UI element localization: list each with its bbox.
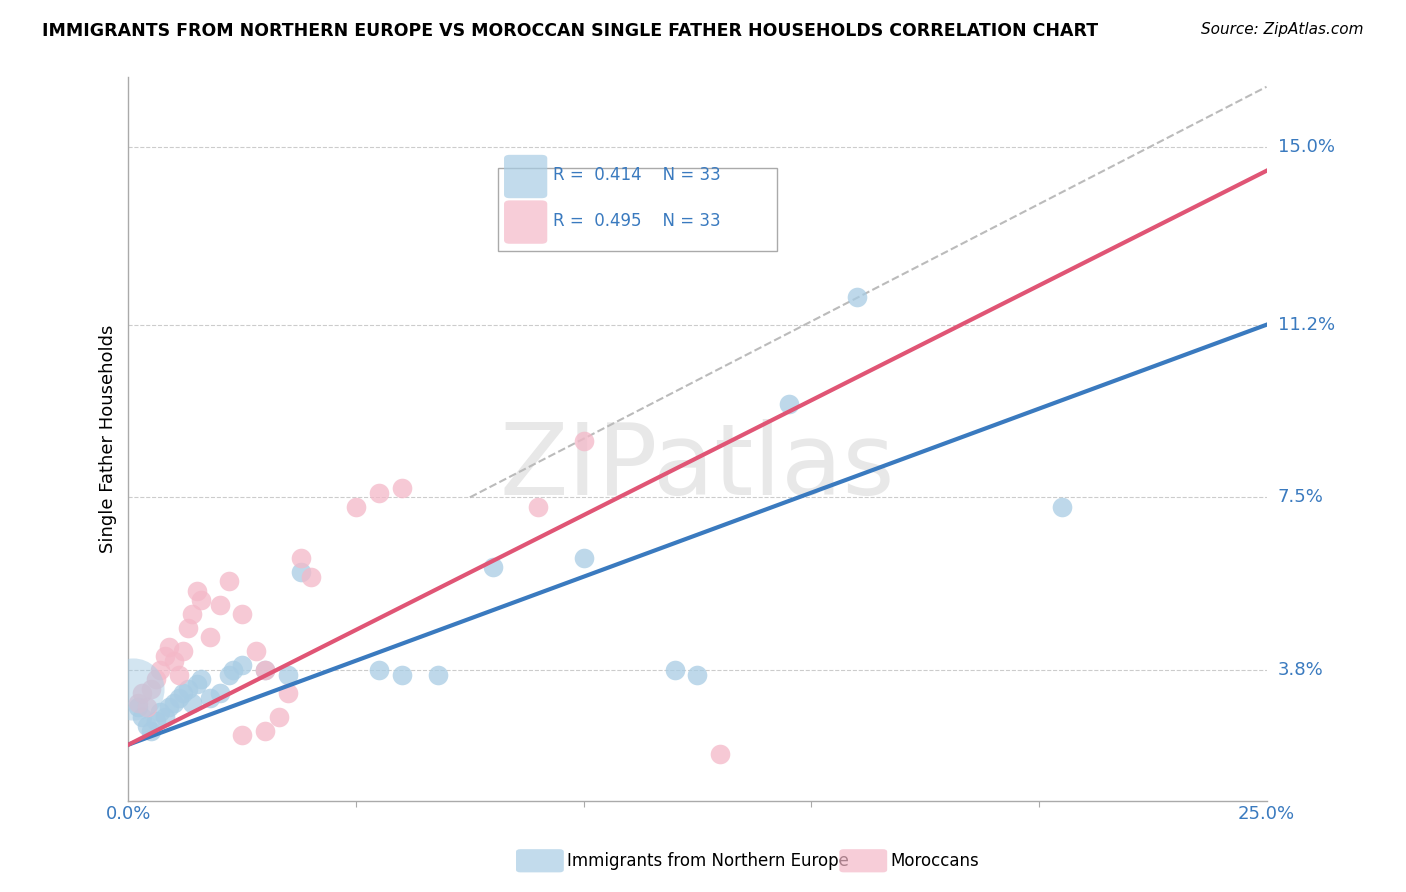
Text: R =  0.495    N = 33: R = 0.495 N = 33 — [553, 211, 721, 229]
Point — [172, 644, 194, 658]
Text: 7.5%: 7.5% — [1278, 488, 1323, 507]
Y-axis label: Single Father Households: Single Father Households — [100, 325, 117, 553]
Point — [709, 747, 731, 761]
Point — [167, 690, 190, 705]
Point — [122, 681, 145, 696]
Point — [145, 714, 167, 729]
FancyBboxPatch shape — [503, 201, 547, 244]
Point — [181, 696, 204, 710]
Point — [149, 663, 172, 677]
Point — [572, 434, 595, 449]
Point — [131, 686, 153, 700]
Point — [254, 663, 277, 677]
Point — [218, 667, 240, 681]
Point — [200, 690, 222, 705]
Point — [181, 607, 204, 621]
Point — [190, 673, 212, 687]
Point — [481, 560, 503, 574]
Text: 11.2%: 11.2% — [1278, 316, 1334, 334]
Text: Moroccans: Moroccans — [890, 852, 979, 870]
Point — [176, 681, 198, 696]
Point — [367, 663, 389, 677]
Text: Immigrants from Northern Europe: Immigrants from Northern Europe — [567, 852, 848, 870]
Point — [172, 686, 194, 700]
Point — [267, 709, 290, 723]
Point — [391, 667, 413, 681]
Point — [290, 551, 312, 566]
Point — [254, 663, 277, 677]
Point — [159, 640, 181, 654]
Point — [299, 569, 322, 583]
Point — [176, 621, 198, 635]
Point — [159, 700, 181, 714]
Point — [845, 290, 868, 304]
Bar — [498, 168, 778, 251]
Point — [135, 700, 157, 714]
Point — [141, 681, 163, 696]
FancyBboxPatch shape — [503, 155, 547, 198]
Point — [135, 719, 157, 733]
Text: R =  0.414    N = 33: R = 0.414 N = 33 — [553, 166, 721, 184]
Point — [153, 648, 176, 663]
Text: 3.8%: 3.8% — [1278, 661, 1323, 679]
Point — [778, 397, 800, 411]
Point — [167, 667, 190, 681]
Text: IMMIGRANTS FROM NORTHERN EUROPE VS MOROCCAN SINGLE FATHER HOUSEHOLDS CORRELATION: IMMIGRANTS FROM NORTHERN EUROPE VS MOROC… — [42, 22, 1098, 40]
Point — [127, 700, 149, 714]
Point — [1050, 500, 1073, 514]
Point — [131, 709, 153, 723]
Point — [186, 583, 208, 598]
Point — [231, 728, 253, 742]
Point — [254, 723, 277, 738]
Point — [163, 654, 186, 668]
Point — [427, 667, 450, 681]
Point — [208, 598, 231, 612]
Point — [163, 696, 186, 710]
Point — [391, 481, 413, 495]
Point — [208, 686, 231, 700]
Point — [277, 686, 299, 700]
Point — [127, 696, 149, 710]
Point — [186, 677, 208, 691]
Point — [231, 658, 253, 673]
Point — [149, 705, 172, 719]
Text: Source: ZipAtlas.com: Source: ZipAtlas.com — [1201, 22, 1364, 37]
Point — [290, 565, 312, 579]
Text: 15.0%: 15.0% — [1278, 138, 1334, 156]
Point — [141, 723, 163, 738]
Point — [153, 709, 176, 723]
Point — [664, 663, 686, 677]
Point — [222, 663, 245, 677]
Point — [145, 673, 167, 687]
Point — [686, 667, 709, 681]
Point — [218, 574, 240, 589]
Point — [190, 593, 212, 607]
Point — [527, 500, 550, 514]
Text: ZIPatlas: ZIPatlas — [499, 419, 896, 516]
Point — [344, 500, 367, 514]
Point — [245, 644, 267, 658]
Point — [200, 630, 222, 644]
Point — [572, 551, 595, 566]
Point — [231, 607, 253, 621]
Point — [367, 485, 389, 500]
Point — [277, 667, 299, 681]
